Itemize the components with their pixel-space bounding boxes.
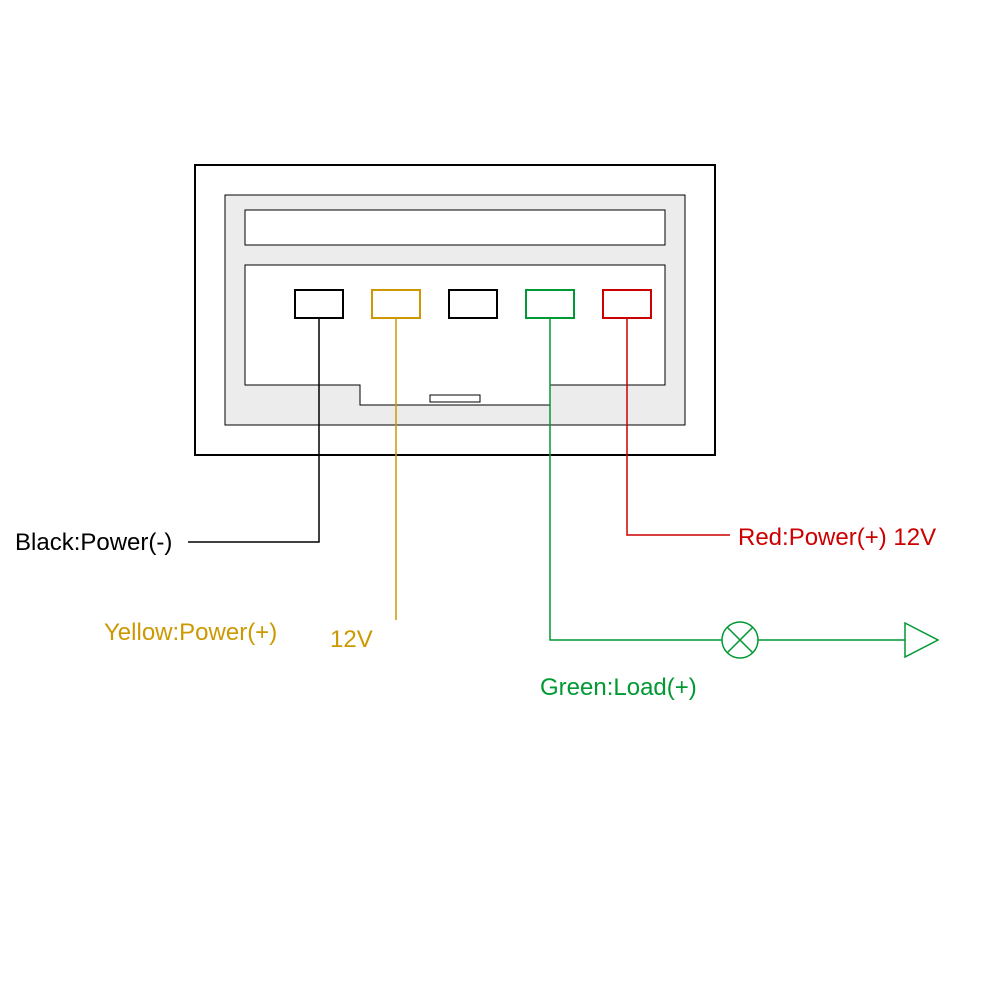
pin-4 [526, 290, 574, 318]
label-red: Red:Power(+) 12V [738, 524, 936, 551]
pin-5 [603, 290, 651, 318]
pin-3 [449, 290, 497, 318]
connector-top-slot [245, 210, 665, 245]
wiring-diagram: Black:Power(-) Yellow:Power(+) 12V Green… [0, 0, 1000, 1000]
label-black: Black:Power(-) [15, 529, 172, 556]
pin-2 [372, 290, 420, 318]
label-yellow-12v: 12V [330, 626, 373, 653]
label-green: Green:Load(+) [540, 674, 697, 701]
connector-cavity [245, 265, 665, 405]
connector-latch-tab [430, 395, 480, 402]
lamp-cross [727, 627, 753, 653]
pin-1 [295, 290, 343, 318]
label-yellow: Yellow:Power(+) [104, 619, 277, 646]
arrow-head [905, 623, 938, 657]
